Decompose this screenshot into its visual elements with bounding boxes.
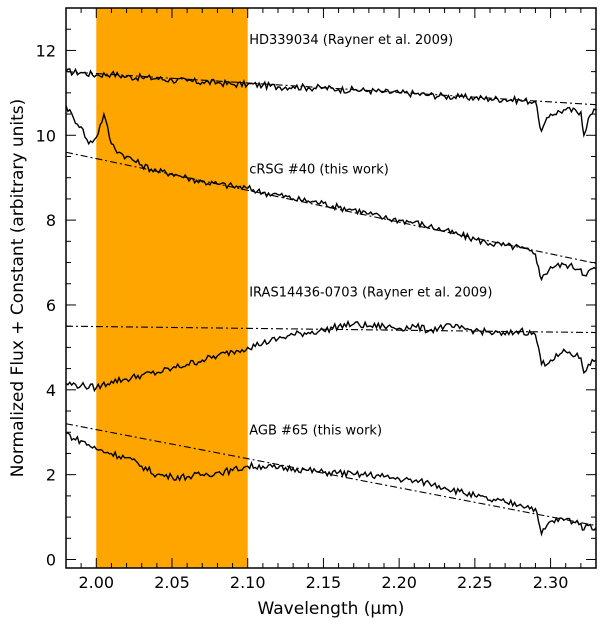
y-tick-label: 6 — [46, 296, 56, 315]
series-label-layer: HD339034 (Rayner et al. 2009) cRSG #40 (t… — [249, 33, 492, 438]
spectrum-line-4 — [65, 431, 597, 537]
x-tick-label: 2.10 — [230, 573, 266, 592]
x-tick-label: 2.05 — [154, 573, 190, 592]
x-tick-label: 2.30 — [533, 573, 569, 592]
x-axis-title: Wavelength (μm) — [258, 599, 405, 619]
x-tick-label: 2.00 — [78, 573, 114, 592]
y-tick-label: 12 — [36, 41, 56, 60]
y-tick-label: 0 — [46, 551, 56, 570]
y-axis-title: Normalized Flux + Constant (arbitrary un… — [8, 99, 28, 478]
y-tick-label: 8 — [46, 211, 56, 230]
y-tick-label: 4 — [46, 381, 56, 400]
series-label-2: cRSG #40 (this work) — [249, 162, 389, 177]
x-tick-label: 2.15 — [306, 573, 342, 592]
plot-frame — [65, 7, 597, 569]
series-label-4: AGB #65 (this work) — [249, 423, 382, 438]
x-tick-label: 2.20 — [381, 573, 417, 592]
shaded-region-layer — [96, 8, 248, 568]
series-label-3: IRAS14436-0703 (Rayner et al. 2009) — [249, 285, 492, 300]
spectrum-line-2 — [65, 105, 597, 282]
spectrum-line-1 — [65, 67, 597, 138]
axes-layer: 2.00 2.05 2.10 2.15 2.20 2.25 2.30 0 2 4 6 8 10 12 — [36, 7, 597, 592]
x-tick-label: 2.25 — [457, 573, 493, 592]
shaded-wavelength-band — [96, 8, 248, 568]
series-label-1: HD339034 (Rayner et al. 2009) — [249, 33, 453, 48]
spectrum-line-3 — [65, 319, 597, 393]
y-tick-label: 10 — [36, 126, 56, 145]
spectrum-layer — [65, 67, 597, 537]
y-tick-label: 2 — [46, 466, 56, 485]
